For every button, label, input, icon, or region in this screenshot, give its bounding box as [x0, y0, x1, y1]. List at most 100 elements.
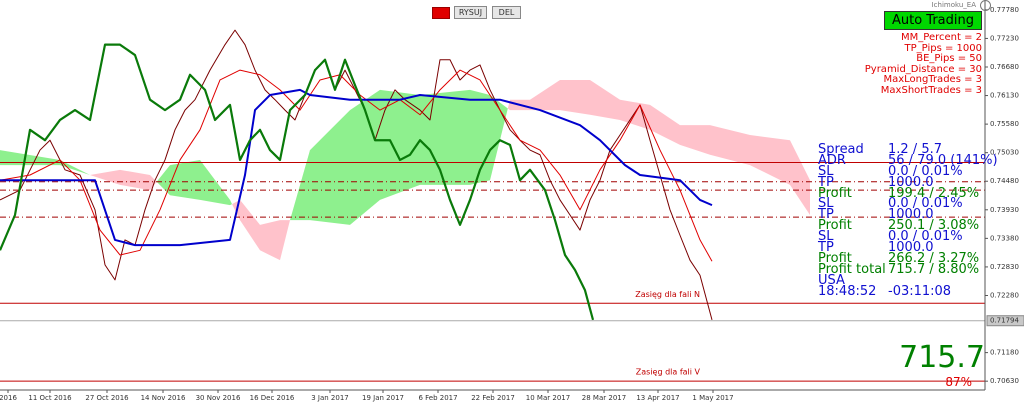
cloud-segment: [150, 175, 157, 191]
ea-param: BE_Pips = 50: [916, 53, 982, 64]
draw-button[interactable]: RYSUJ: [454, 6, 487, 19]
stats-value: 0.0 / 0.01%: [888, 229, 963, 245]
x-tick-label: 14 Nov 2016: [141, 394, 186, 402]
y-tick-label: 0.77230: [990, 34, 1019, 42]
cloud-segment: [680, 125, 710, 155]
cloud-segment: [230, 199, 233, 206]
cloud-segment: [260, 220, 280, 261]
y-tick-label: 0.71180: [990, 349, 1019, 357]
stats-value: 266.2 / 3.27%: [888, 250, 980, 266]
ea-param: MM_Percent = 2: [901, 32, 982, 43]
ea-param: MaxShortTrades = 3: [880, 84, 982, 96]
cloud-segment: [170, 159, 200, 200]
stats-value: 56 / 79.0 (141%): [888, 152, 998, 168]
x-tick-label: 6 Feb 2017: [418, 394, 457, 402]
cloud-segment: [290, 150, 310, 221]
cloud-segment: [790, 140, 810, 215]
ea-param: TP_Pips = 1000: [904, 42, 982, 54]
x-tick-label: 10 Mar 2017: [526, 394, 570, 402]
ea-icon: [980, 0, 991, 11]
x-tick-label: 16 Dec 2016: [250, 394, 295, 402]
stats-value: -03:11:08: [888, 283, 952, 299]
cloud-segment: [156, 165, 170, 196]
cloud-segment: [750, 135, 790, 185]
y-tick-label: 0.72280: [990, 291, 1019, 299]
cloud-segment: [420, 89, 470, 185]
cloud-segment: [200, 159, 230, 206]
cloud-segment: [650, 104, 680, 145]
cloud-segment: [710, 125, 750, 166]
series-line: [0, 88, 713, 247]
y-tick-label: 0.76130: [990, 92, 1019, 100]
x-tick-label: 2016: [0, 394, 17, 402]
y-tick-label: 0.75030: [990, 149, 1019, 157]
series-line: [0, 69, 713, 262]
current-price-label: 0.71794: [990, 317, 1019, 325]
stats-label: 18:48:52: [818, 283, 877, 299]
cloud-segment: [560, 79, 590, 115]
color-swatch[interactable]: [432, 7, 450, 19]
y-tick-label: 0.74480: [990, 177, 1019, 185]
ea-name: Ichimoku_EA: [931, 1, 976, 9]
stats-value: 1000.0: [888, 240, 934, 256]
profit-total: 715.7: [899, 340, 985, 375]
x-tick-label: 30 Nov 2016: [196, 394, 241, 402]
cloud-segment: [240, 199, 260, 251]
stats-value: 1.2 / 5.7: [888, 142, 942, 157]
stats-label: Profit: [818, 185, 852, 201]
cloud-segment: [60, 159, 90, 176]
ea-param: Pyramid_Distance = 30: [864, 63, 982, 75]
x-tick-label: 1 May 2017: [692, 394, 733, 402]
cloud: [0, 79, 810, 261]
stats-label: Profit: [818, 250, 852, 266]
x-tick-label: 3 Jan 2017: [311, 394, 349, 402]
profit-percent: 87%: [945, 375, 972, 389]
level-label: Zasięg dla fali N: [635, 290, 700, 299]
stats-label: SL: [818, 163, 834, 179]
cloud-segment: [310, 110, 350, 225]
x-tick-label: 19 Jan 2017: [362, 394, 404, 402]
x-tick-label: 13 Apr 2017: [636, 394, 679, 402]
y-tick-label: 0.75580: [990, 120, 1019, 128]
stats-value: 1000.0: [888, 207, 934, 223]
ea-param: MaxLongTrades = 3: [883, 74, 982, 85]
stats-value: 715.7 / 8.80%: [888, 261, 980, 277]
x-tick-label: 22 Feb 2017: [471, 394, 515, 402]
cloud-segment: [590, 79, 620, 120]
cloud-segment: [0, 150, 60, 166]
delete-button[interactable]: DEL: [492, 6, 521, 19]
stats-value: 0.0 / 0.01%: [888, 163, 963, 179]
stats-label: TP: [818, 174, 834, 190]
stats-label: SL: [818, 196, 834, 212]
cloud-segment: [620, 99, 650, 130]
x-tick-label: 28 Mar 2017: [582, 394, 626, 402]
ea-params: MM_Percent = 2 TP_Pips = 1000 BE_Pips = 50…: [864, 32, 982, 96]
cloud-segment: [120, 169, 150, 191]
cloud-segment: [280, 220, 290, 261]
current-price-box: [986, 315, 1024, 327]
cloud-segment: [350, 89, 380, 225]
stats-value: 199.4 / 2.45%: [888, 185, 980, 201]
level-label: Zasięg dla fali V: [636, 368, 701, 377]
cloud-segment: [530, 79, 560, 111]
stats-value: 250.1 / 3.08%: [888, 218, 980, 234]
stats-value: 0.0 / 0.01%: [888, 196, 963, 212]
stats-label: TP: [818, 240, 834, 256]
x-tick-label: 11 Oct 2016: [28, 394, 72, 402]
auto-trading-button[interactable]: Auto Trading: [884, 11, 982, 30]
cloud-segment: [90, 169, 120, 185]
stats-label: USA: [818, 272, 845, 288]
stats-label: Profit total: [818, 261, 886, 277]
cloud-segment: [380, 89, 420, 200]
stats-value: 1000.0: [888, 174, 934, 190]
stats-label: ADR: [818, 152, 846, 168]
stats-label: Profit: [818, 218, 852, 234]
y-tick-label: 0.76680: [990, 63, 1019, 71]
series-line: [0, 43, 595, 321]
stats-label: SL: [818, 229, 834, 245]
x-tick-label: 27 Oct 2016: [85, 394, 129, 402]
stats-label: TP: [818, 207, 834, 223]
stats-label: Spread: [818, 142, 864, 157]
